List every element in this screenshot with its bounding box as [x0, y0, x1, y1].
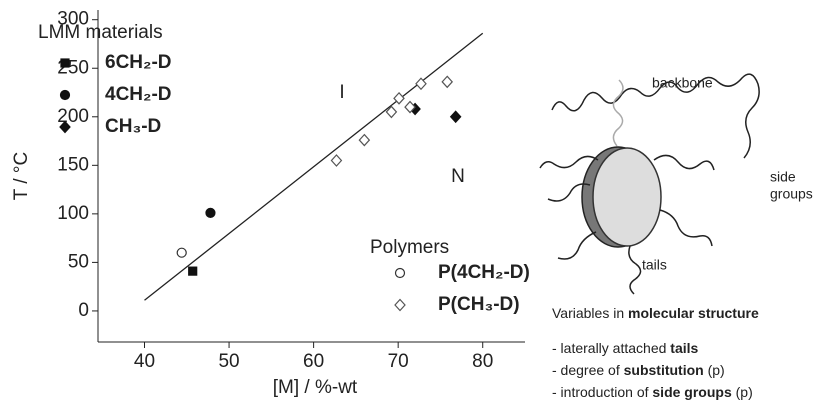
side-groups-label: groups: [770, 186, 813, 202]
legend-marker: [59, 120, 71, 134]
text-part: molecular structure: [628, 305, 759, 321]
y-tick-label: 200: [57, 106, 89, 127]
text-part: - introduction of: [552, 384, 652, 400]
y-tick-label: 0: [78, 300, 89, 321]
legend-marker: [59, 89, 71, 101]
legend-title: LMM materials: [38, 22, 163, 43]
backbone-label: backbone: [652, 75, 713, 91]
text-part: (p): [732, 384, 753, 400]
diamond-marker: [404, 100, 416, 114]
variables-text: - degree of substitution (p): [552, 362, 725, 378]
legend-label: 4CH₂-D: [105, 84, 172, 105]
text-part: (p): [704, 362, 725, 378]
diamond-marker: [393, 91, 405, 105]
y-tick-label: 100: [57, 203, 89, 224]
text-part: - laterally attached: [552, 340, 670, 356]
legend-marker: [60, 58, 70, 68]
legend-label: 6CH₂-D: [105, 52, 172, 73]
disk-face: [592, 147, 662, 247]
circle-marker: [176, 247, 187, 258]
x-tick-label: 50: [218, 351, 239, 372]
diamond-marker: [449, 110, 462, 124]
region-label: I: [339, 82, 344, 103]
diamond-marker: [358, 133, 371, 147]
y-axis-title: T / °C: [11, 152, 32, 200]
x-tick-label: 40: [134, 351, 155, 372]
molecule-diagram: [539, 73, 760, 295]
y-tick-label: 50: [68, 251, 89, 272]
y-tick-label: 150: [57, 154, 89, 175]
diamond-marker: [441, 75, 454, 89]
legend-label: P(4CH₂-D): [438, 262, 530, 283]
tail: [659, 209, 713, 247]
legend-label: P(CH₃-D): [438, 294, 520, 315]
circle-marker: [205, 207, 216, 218]
fit-line: [144, 32, 484, 301]
legend-marker: [394, 298, 406, 312]
x-axis-title: [M] / %-wt: [273, 377, 358, 398]
spacer: [612, 79, 624, 147]
y-tick-label: 300: [57, 9, 89, 30]
diamond-marker: [415, 77, 427, 91]
x-tick-label: 80: [472, 351, 493, 372]
text-part: Variables in: [552, 305, 628, 321]
backbone-chain: [551, 73, 760, 159]
square-marker: [188, 266, 198, 276]
text-part: side groups: [652, 384, 732, 400]
text-part: - degree of: [552, 362, 624, 378]
text-part: substitution: [624, 362, 704, 378]
side-groups-label: side: [770, 169, 796, 185]
diamond-marker: [385, 105, 398, 119]
legend-marker: [394, 267, 406, 279]
x-tick-label: 60: [303, 351, 324, 372]
diamond-marker: [330, 154, 343, 167]
x-tick-label: 70: [388, 351, 409, 372]
tails-label: tails: [642, 257, 667, 273]
tail: [653, 154, 715, 171]
variables-text: - introduction of side groups (p): [552, 384, 753, 400]
region-label: N: [451, 166, 465, 187]
text-part: tails: [670, 340, 698, 356]
tail: [557, 231, 597, 260]
variables-text: - laterally attached tails: [552, 340, 699, 356]
tail: [547, 183, 591, 202]
legend-title: Polymers: [370, 237, 449, 258]
legend-label: CH₃-D: [105, 116, 161, 137]
tail: [539, 155, 599, 169]
variables-text: Variables in molecular structure: [552, 305, 759, 321]
tail: [628, 245, 642, 295]
